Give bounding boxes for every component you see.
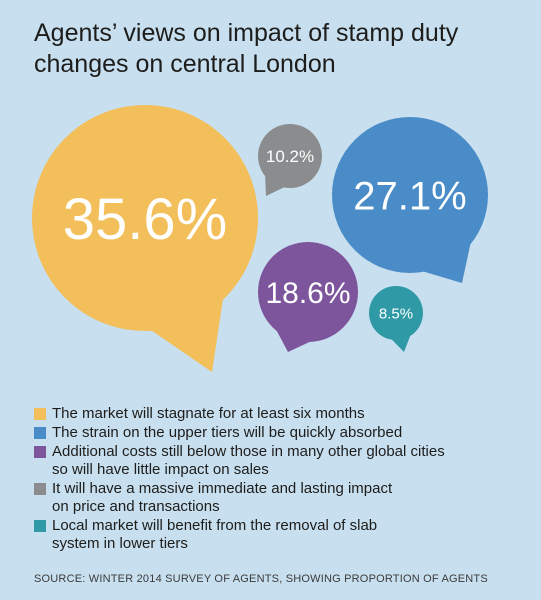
- legend-label-5: Local market will benefit from the remov…: [52, 517, 377, 553]
- bubble-3-circle: [258, 242, 358, 342]
- bubble-1-tail: [151, 299, 223, 372]
- source-note: SOURCE: WINTER 2014 SURVEY OF AGENTS, SH…: [34, 573, 488, 585]
- legend-swatch-1: [34, 408, 46, 420]
- bubble-5: 8.5%: [369, 286, 423, 352]
- bubble-4: 10.2%: [258, 124, 322, 196]
- legend-swatch-3: [34, 446, 46, 458]
- legend-label-5-line-1: Local market will benefit from the remov…: [52, 517, 378, 534]
- legend-label-2: The strain on the upper tiers will be qu…: [52, 424, 402, 442]
- chart-title: Agents’ views on impact of stamp duty ch…: [34, 18, 514, 80]
- bubble-3-label: 18.6%: [265, 277, 350, 310]
- bubble-1-circle: [32, 105, 258, 331]
- bubble-5-circle: [369, 286, 423, 340]
- legend-item-3: Additional costs still below those in ma…: [34, 443, 514, 479]
- legend-item-4: It will have a massive immediate and las…: [34, 480, 514, 516]
- bubble-4-label: 10.2%: [266, 147, 314, 166]
- bubble-2-label: 27.1%: [353, 174, 466, 218]
- legend-label-1-line-1: The market will stagnate for at least si…: [52, 405, 365, 422]
- legend-label-4-line-2: on price and transactions: [52, 498, 220, 515]
- legend-label-3-line-2: so will have little impact on sales: [52, 461, 269, 478]
- legend-label-3-line-1: Additional costs still below those in ma…: [52, 443, 445, 460]
- legend-item-5: Local market will benefit from the remov…: [34, 517, 514, 553]
- legend-label-1: The market will stagnate for at least si…: [52, 405, 365, 423]
- bubble-4-tail: [265, 176, 284, 196]
- bubble-3: 18.6%: [258, 242, 358, 352]
- legend-label-4-line-1: It will have a massive immediate and las…: [52, 480, 393, 497]
- bubble-2: 27.1%: [332, 117, 488, 283]
- legend-label-5-line-2: system in lower tiers: [52, 535, 188, 552]
- bubble-4-circle: [258, 124, 322, 188]
- legend-label-2-line-1: The strain on the upper tiers will be qu…: [52, 424, 403, 441]
- bubble-chart: 35.6% 27.1% 18.6% 10.2% 8.5%: [32, 105, 488, 372]
- legend-label-3: Additional costs still below those in ma…: [52, 443, 445, 479]
- legend-label-4: It will have a massive immediate and las…: [52, 480, 392, 516]
- bubble-2-circle: [332, 117, 488, 273]
- chart-legend: The market will stagnate for at least si…: [34, 405, 514, 554]
- legend-item-1: The market will stagnate for at least si…: [34, 405, 514, 423]
- bubble-1: 35.6%: [32, 105, 258, 372]
- legend-item-2: The strain on the upper tiers will be qu…: [34, 424, 514, 442]
- chart-title-line-2: changes on central London: [34, 50, 336, 78]
- legend-swatch-2: [34, 427, 46, 439]
- chart-title-line-1: Agents’ views on impact of stamp duty: [34, 19, 459, 47]
- bubble-1-label: 35.6%: [63, 187, 227, 252]
- legend-swatch-4: [34, 483, 46, 495]
- bubble-5-label: 8.5%: [379, 305, 413, 322]
- legend-swatch-5: [34, 520, 46, 532]
